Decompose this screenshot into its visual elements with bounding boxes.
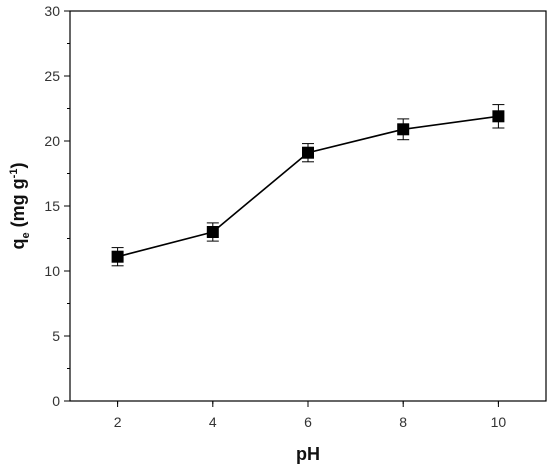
data-point	[111, 250, 124, 263]
data-point	[397, 123, 410, 136]
data-point	[492, 110, 505, 123]
y-tick-label: 25	[44, 68, 60, 84]
x-axis-title: pH	[296, 444, 320, 464]
x-axis-ticks: 2 4 6 8 10	[114, 401, 507, 430]
y-tick-label: 10	[44, 263, 60, 279]
x-tick-label: 10	[491, 414, 507, 430]
x-tick-label: 6	[304, 414, 312, 430]
x-tick-label: 8	[399, 414, 407, 430]
y-tick-label: 0	[52, 393, 60, 409]
y-tick-label: 20	[44, 133, 60, 149]
plot-frame	[69, 10, 547, 402]
data-point	[206, 226, 219, 238]
y-tick-label: 15	[44, 198, 60, 214]
y-axis-title: qe (mg g-1)	[8, 163, 32, 250]
x-tick-label: 4	[209, 414, 217, 430]
y-axis-ticks: 0 5 10 15 20 25 30	[44, 3, 70, 409]
data-point	[302, 146, 314, 159]
data-series	[111, 104, 505, 267]
y-tick-label: 5	[52, 328, 60, 344]
series-line	[117, 115, 499, 258]
y-tick-label: 30	[44, 3, 60, 19]
x-tick-label: 2	[114, 414, 122, 430]
